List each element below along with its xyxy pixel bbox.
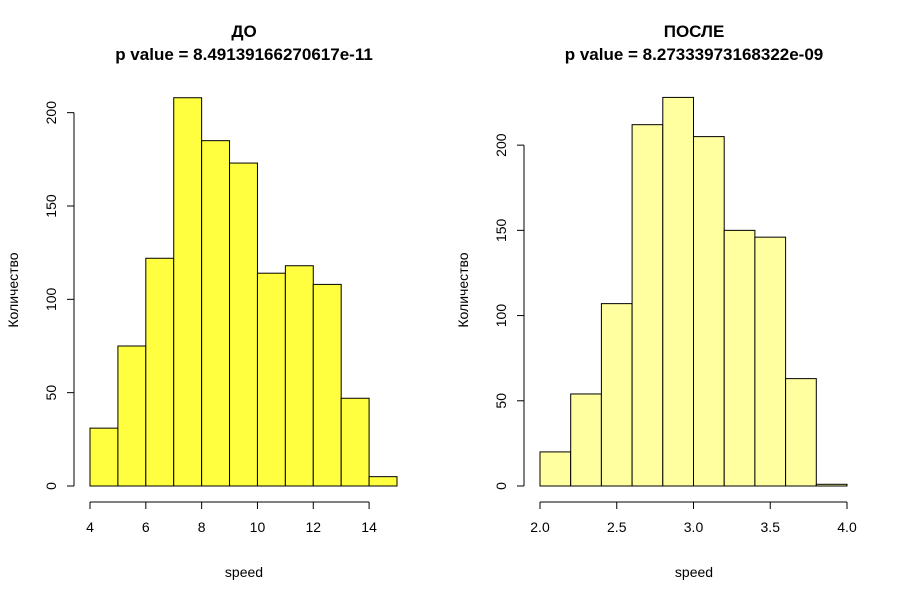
y-tick-label: 50 <box>43 385 59 401</box>
histogram-bar <box>284 265 314 487</box>
chart-subtitle: p value = 8.27333973168322e-09 <box>565 45 824 64</box>
chart-title: ДО <box>231 22 256 41</box>
histogram-bar <box>201 140 231 487</box>
histogram-bar <box>117 345 147 487</box>
x-axis: 4 6 8 10 12 14 <box>86 501 377 535</box>
y-tick-label: 100 <box>43 287 59 311</box>
histogram-bar <box>256 272 286 487</box>
y-axis-label: Количество <box>455 252 471 327</box>
x-tick-label: 4 <box>86 519 94 535</box>
histogram-bar <box>631 124 664 487</box>
x-tick-label: 4.0 <box>837 519 857 535</box>
chart-title: ПОСЛЕ <box>664 22 725 41</box>
y-tick-label: 150 <box>493 218 509 242</box>
histogram-bar <box>662 96 694 487</box>
histogram-bar <box>145 257 175 487</box>
panel-before: ДО p value = 8.49139166270617e-11 speed … <box>5 22 398 580</box>
histogram-bar <box>539 451 572 487</box>
x-tick-label: 2.0 <box>530 519 550 535</box>
y-tick-label: 0 <box>493 482 509 490</box>
x-tick-label: 14 <box>361 519 377 535</box>
x-tick-label: 6 <box>142 519 150 535</box>
histogram-bar <box>368 476 398 487</box>
bar-group <box>539 96 848 487</box>
histogram-bar <box>340 397 370 487</box>
histogram-bar <box>723 229 756 487</box>
x-tick-label: 10 <box>250 519 266 535</box>
y-tick-label: 200 <box>493 133 509 157</box>
x-axis-label: speed <box>225 564 263 580</box>
y-axis: 0 50 100 150 200 <box>493 133 525 490</box>
x-axis: 2.0 2.5 3.0 3.5 4.0 <box>530 501 857 535</box>
panel-after: ПОСЛЕ p value = 8.27333973168322e-09 spe… <box>455 22 857 580</box>
histogram-bar <box>229 162 258 487</box>
histogram-bar <box>693 136 725 487</box>
chart-subtitle: p value = 8.49139166270617e-11 <box>115 45 373 64</box>
y-axis-label: Количество <box>5 252 21 327</box>
x-tick-label: 3.5 <box>761 519 781 535</box>
bar-group <box>89 97 398 487</box>
y-tick-label: 0 <box>43 482 59 490</box>
histogram-bar <box>785 378 817 487</box>
histogram-bar <box>173 97 203 487</box>
y-tick-label: 200 <box>43 101 59 125</box>
y-tick-label: 100 <box>493 304 509 328</box>
y-tick-label: 150 <box>43 194 59 218</box>
histogram-bar <box>312 283 342 487</box>
x-tick-label: 12 <box>305 519 321 535</box>
y-axis: 0 50 100 150 200 <box>43 101 75 490</box>
histogram-bar <box>570 393 602 487</box>
x-axis-label: speed <box>675 564 713 580</box>
y-tick-label: 50 <box>493 393 509 409</box>
x-tick-label: 2.5 <box>607 519 627 535</box>
histogram-bar <box>600 303 633 487</box>
x-tick-label: 3.0 <box>684 519 704 535</box>
x-tick-label: 8 <box>198 519 206 535</box>
histogram-bar <box>89 427 119 487</box>
histogram-bar <box>754 236 787 487</box>
histogram-bar <box>815 483 848 487</box>
